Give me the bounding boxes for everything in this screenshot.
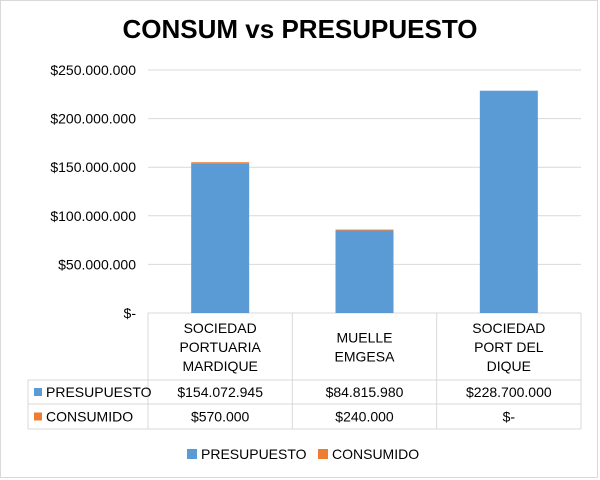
legend-key-presupuesto	[187, 449, 197, 459]
category-label: SOCIEDAD	[472, 320, 545, 336]
y-tick-label: $-	[124, 305, 137, 321]
data-label: $228.700.000	[466, 384, 552, 400]
bar-consumido-0	[191, 162, 250, 164]
table-series-name: PRESUPUESTO	[46, 384, 152, 400]
bar-presupuesto-1	[335, 230, 394, 313]
category-label: PORTUARIA	[179, 339, 261, 355]
y-tick-label: $50.000.000	[58, 256, 136, 272]
category-label: EMGESA	[335, 349, 396, 365]
category-label: MUELLE	[336, 330, 392, 346]
y-tick-label: $150.000.000	[50, 159, 136, 175]
data-label: $240.000	[335, 409, 394, 425]
data-label: $154.072.945	[177, 384, 263, 400]
table-legend-key-consumido	[34, 412, 42, 421]
chart-title: CONSUM vs PRESUPUESTO	[122, 14, 478, 44]
table-series-name: CONSUMIDO	[46, 409, 133, 425]
category-label: PORT DEL	[474, 339, 544, 355]
data-label: $-	[503, 409, 516, 425]
table-legend-key-presupuesto	[34, 388, 42, 396]
y-tick-label: $250.000.000	[50, 62, 136, 78]
bar-presupuesto-0	[191, 163, 250, 313]
y-tick-label: $200.000.000	[50, 111, 136, 127]
category-label: SOCIEDAD	[184, 320, 257, 336]
data-label: $570.000	[191, 409, 250, 425]
category-label: MARDIQUE	[182, 358, 257, 374]
bar-presupuesto-2	[479, 90, 538, 313]
y-tick-label: $100.000.000	[50, 208, 136, 224]
bar-consumido-1	[335, 229, 394, 231]
legend-key-consumido	[318, 449, 328, 459]
legend-label: CONSUMIDO	[332, 446, 419, 462]
legend-label: PRESUPUESTO	[201, 446, 307, 462]
category-label: DIQUE	[487, 358, 531, 374]
data-label: $84.815.980	[326, 384, 404, 400]
